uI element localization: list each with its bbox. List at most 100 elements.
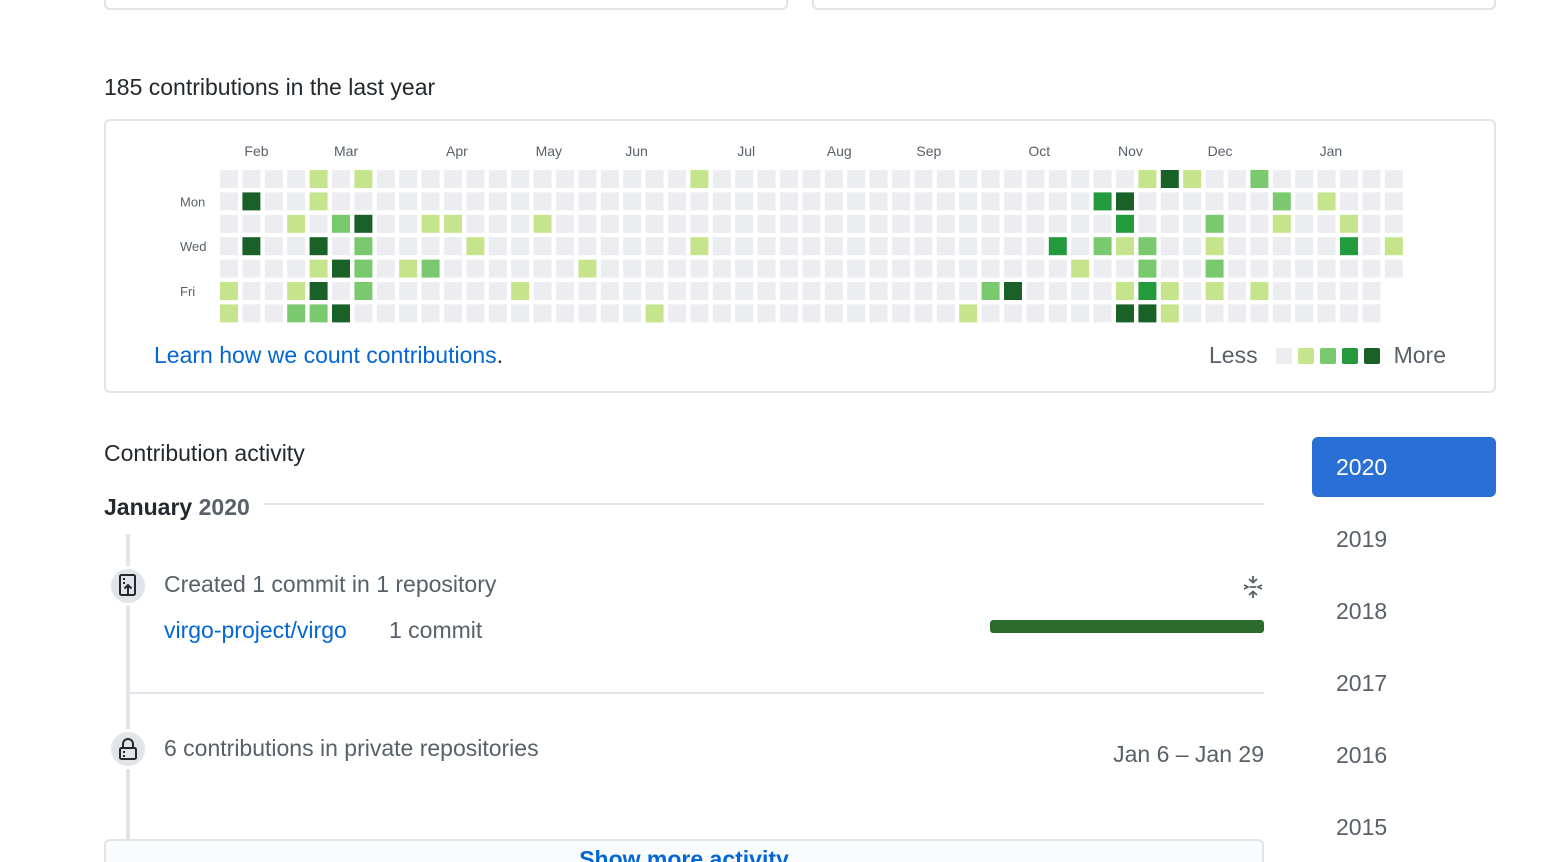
day-cell[interactable] xyxy=(376,282,395,300)
day-cell[interactable] xyxy=(287,304,306,323)
day-cell[interactable] xyxy=(668,282,686,300)
day-cell[interactable] xyxy=(623,304,642,323)
day-cell[interactable] xyxy=(981,170,1000,188)
day-cell[interactable] xyxy=(892,237,910,256)
day-cell[interactable] xyxy=(780,170,798,188)
day-cell[interactable] xyxy=(735,214,754,233)
day-cell[interactable] xyxy=(1160,259,1179,278)
day-cell[interactable] xyxy=(1160,237,1179,256)
day-cell[interactable] xyxy=(1295,170,1314,188)
day-cell[interactable] xyxy=(1272,214,1291,233)
day-cell[interactable] xyxy=(376,304,395,323)
day-cell[interactable] xyxy=(936,259,955,278)
day-cell[interactable] xyxy=(690,282,709,300)
day-cell[interactable] xyxy=(1205,170,1224,188)
day-cell[interactable] xyxy=(332,259,350,278)
day-cell[interactable] xyxy=(444,192,462,211)
day-cell[interactable] xyxy=(220,282,238,300)
day-cell[interactable] xyxy=(1340,214,1358,233)
day-cell[interactable] xyxy=(824,170,843,188)
day-cell[interactable] xyxy=(1340,170,1358,188)
day-cell[interactable] xyxy=(914,170,933,188)
day-cell[interactable] xyxy=(1228,170,1246,188)
day-cell[interactable] xyxy=(1004,304,1022,323)
day-cell[interactable] xyxy=(1093,170,1112,188)
day-cell[interactable] xyxy=(1160,192,1179,211)
day-cell[interactable] xyxy=(1340,237,1358,256)
day-cell[interactable] xyxy=(421,282,440,300)
day-cell[interactable] xyxy=(533,192,552,211)
day-cell[interactable] xyxy=(309,259,328,278)
day-cell[interactable] xyxy=(1116,192,1134,211)
day-cell[interactable] xyxy=(959,192,978,211)
day-cell[interactable] xyxy=(287,170,306,188)
learn-contributions-link[interactable]: Learn how we count contributions xyxy=(154,342,497,368)
day-cell[interactable] xyxy=(1138,237,1157,256)
day-cell[interactable] xyxy=(1004,214,1022,233)
day-cell[interactable] xyxy=(332,192,350,211)
day-cell[interactable] xyxy=(645,237,664,256)
day-cell[interactable] xyxy=(1160,214,1179,233)
day-cell[interactable] xyxy=(1093,282,1112,300)
day-cell[interactable] xyxy=(1116,237,1134,256)
day-cell[interactable] xyxy=(1362,192,1381,211)
day-cell[interactable] xyxy=(690,304,709,323)
day-cell[interactable] xyxy=(623,214,642,233)
day-cell[interactable] xyxy=(264,259,283,278)
day-cell[interactable] xyxy=(511,170,530,188)
day-cell[interactable] xyxy=(623,259,642,278)
day-cell[interactable] xyxy=(332,214,350,233)
day-cell[interactable] xyxy=(668,170,686,188)
day-cell[interactable] xyxy=(444,170,462,188)
day-cell[interactable] xyxy=(1295,192,1314,211)
day-cell[interactable] xyxy=(421,170,440,188)
day-cell[interactable] xyxy=(220,214,238,233)
day-cell[interactable] xyxy=(600,259,619,278)
day-cell[interactable] xyxy=(1272,282,1291,300)
day-cell[interactable] xyxy=(399,304,418,323)
day-cell[interactable] xyxy=(242,282,261,300)
day-cell[interactable] xyxy=(1362,237,1381,256)
day-cell[interactable] xyxy=(556,237,574,256)
day-cell[interactable] xyxy=(1384,214,1403,233)
day-cell[interactable] xyxy=(1071,214,1090,233)
day-cell[interactable] xyxy=(354,304,373,323)
day-cell[interactable] xyxy=(1228,192,1246,211)
day-cell[interactable] xyxy=(309,304,328,323)
repo-commit-count[interactable]: 1 commit xyxy=(389,617,483,643)
day-cell[interactable] xyxy=(802,259,821,278)
day-cell[interactable] xyxy=(1183,304,1202,323)
day-cell[interactable] xyxy=(869,192,888,211)
day-cell[interactable] xyxy=(444,282,462,300)
day-cell[interactable] xyxy=(757,282,776,300)
day-cell[interactable] xyxy=(578,304,597,323)
day-cell[interactable] xyxy=(1317,192,1336,211)
day-cell[interactable] xyxy=(757,214,776,233)
day-cell[interactable] xyxy=(309,214,328,233)
day-cell[interactable] xyxy=(488,304,507,323)
day-cell[interactable] xyxy=(354,237,373,256)
day-cell[interactable] xyxy=(959,304,978,323)
day-cell[interactable] xyxy=(936,237,955,256)
day-cell[interactable] xyxy=(757,259,776,278)
day-cell[interactable] xyxy=(556,214,574,233)
day-cell[interactable] xyxy=(914,304,933,323)
day-cell[interactable] xyxy=(488,214,507,233)
day-cell[interactable] xyxy=(981,237,1000,256)
day-cell[interactable] xyxy=(936,282,955,300)
day-cell[interactable] xyxy=(511,214,530,233)
day-cell[interactable] xyxy=(914,259,933,278)
day-cell[interactable] xyxy=(668,304,686,323)
day-cell[interactable] xyxy=(242,237,261,256)
day-cell[interactable] xyxy=(1183,192,1202,211)
day-cell[interactable] xyxy=(264,237,283,256)
day-cell[interactable] xyxy=(309,170,328,188)
day-cell[interactable] xyxy=(1183,170,1202,188)
day-cell[interactable] xyxy=(1138,259,1157,278)
day-cell[interactable] xyxy=(511,259,530,278)
day-cell[interactable] xyxy=(892,282,910,300)
day-cell[interactable] xyxy=(847,237,866,256)
day-cell[interactable] xyxy=(376,237,395,256)
day-cell[interactable] xyxy=(578,237,597,256)
day-cell[interactable] xyxy=(1071,282,1090,300)
